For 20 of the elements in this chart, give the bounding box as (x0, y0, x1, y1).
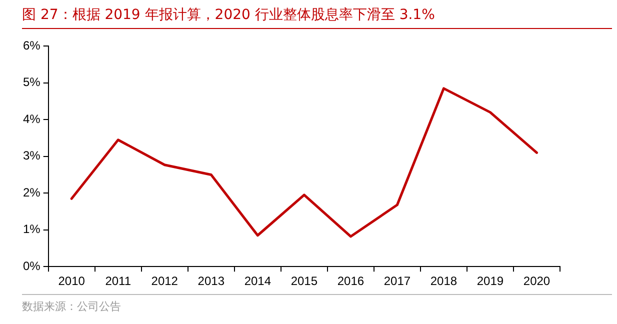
y-tick-label: 0% (23, 258, 41, 273)
x-tick-label: 2010 (58, 274, 86, 288)
x-tick-label: 2018 (430, 274, 458, 288)
y-tick-label: 5% (23, 75, 41, 90)
chart-title: 图 27：根据 2019 年报计算，2020 行业整体股息率下滑至 3.1% (22, 6, 612, 29)
x-tick-label: 2012 (151, 274, 178, 288)
y-tick-label: 4% (23, 112, 41, 126)
y-tick-label: 1% (23, 222, 41, 236)
y-tick-label: 3% (23, 148, 41, 163)
source-note: 数据来源：公司公告 (22, 294, 612, 314)
x-tick-label: 2011 (105, 274, 132, 288)
x-tick-label: 2013 (198, 274, 225, 288)
y-tick-label: 2% (23, 185, 41, 200)
x-tick-label: 2014 (244, 274, 272, 288)
x-tick-label: 2019 (476, 274, 504, 288)
x-tick-label: 2020 (523, 274, 550, 288)
x-tick-label: 2015 (290, 274, 318, 288)
x-tick-label: 2016 (337, 274, 364, 288)
x-tick-label: 2017 (384, 274, 411, 288)
y-tick-label: 6% (23, 38, 41, 53)
